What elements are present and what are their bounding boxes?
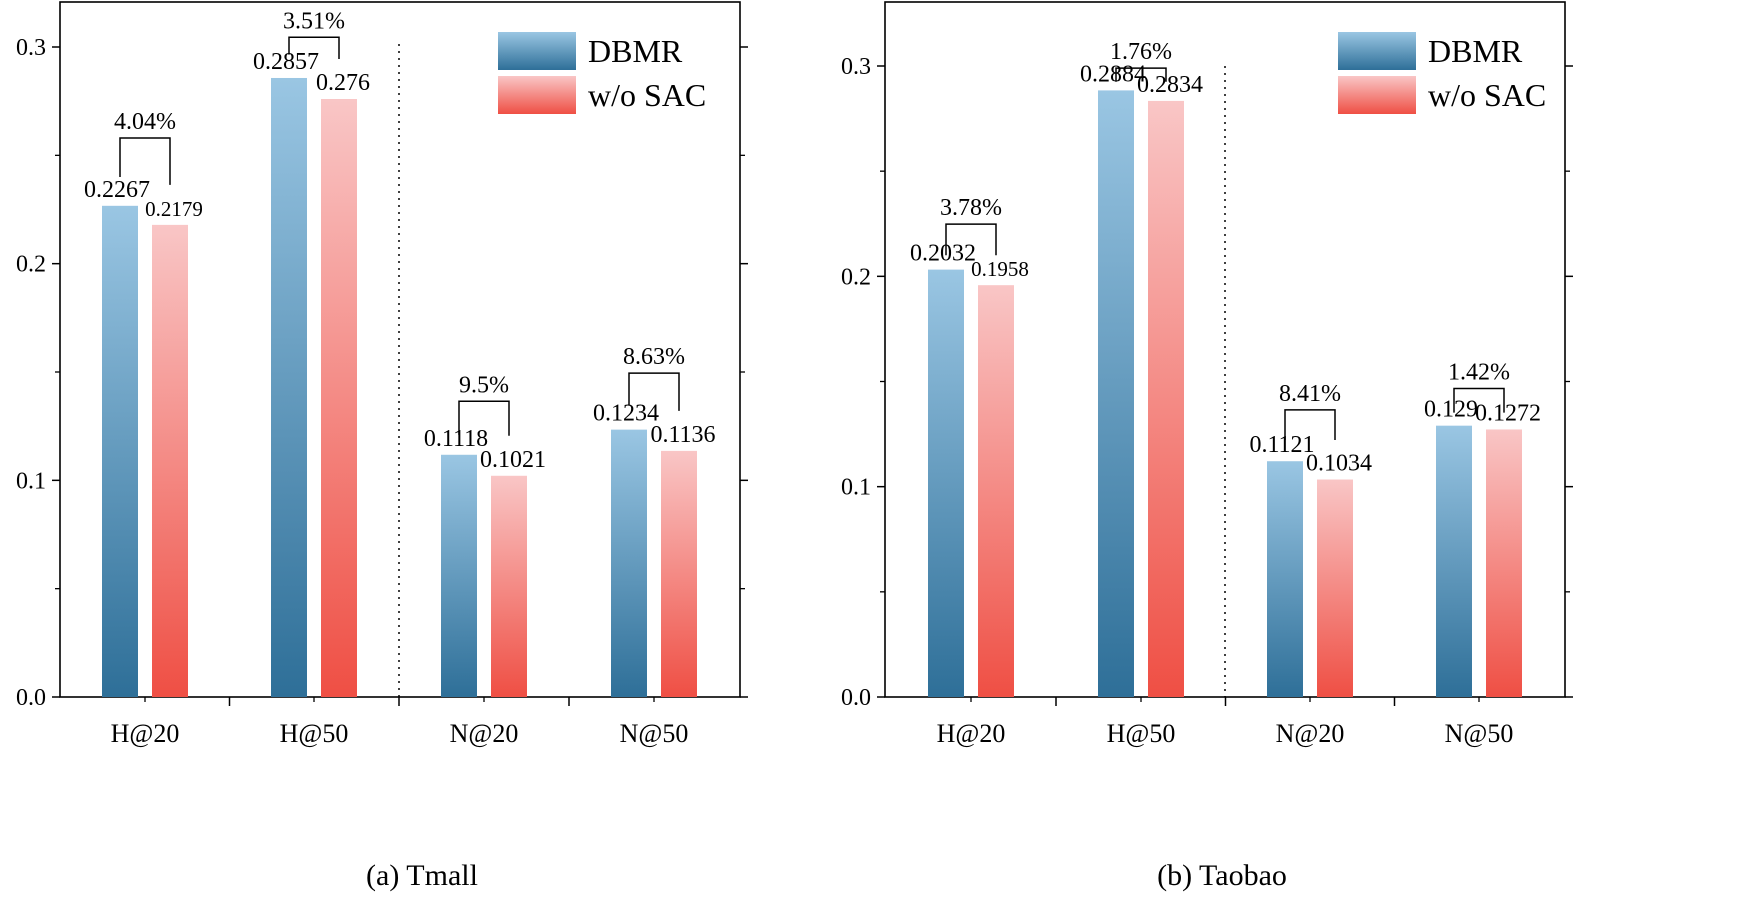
bar-dbmr [1098,90,1134,697]
x-tick-label: H@50 [1107,719,1176,748]
y-tick-label: 0.3 [841,54,871,80]
data-label-dbmr: 0.129 [1424,397,1478,423]
panel-tmall: 0.0 0.1 0.2 0.3 H@20 H@50 N@20 N@50 0.22670.2179… [16,1,748,892]
bar-wo-sac [978,285,1014,697]
x-tick-label: N@20 [1276,719,1345,748]
legend-swatch-dbmr [498,32,576,70]
legend-swatch-dbmr [1338,32,1416,70]
data-label-wo-sac: 0.1136 [650,422,715,448]
y-tick-label: 0.2 [841,264,871,290]
legend-label-wo-sac: w/o SAC [588,77,706,113]
bar-dbmr [271,77,307,697]
improvement-label: 1.42% [1448,359,1510,385]
improvement-label: 1.76% [1110,39,1172,65]
x-tick-label: N@20 [450,719,519,748]
bar-wo-sac [491,475,527,697]
x-tick-label: N@50 [620,719,689,748]
x-tick-label: N@50 [1445,719,1514,748]
x-tick-label: H@20 [111,719,180,748]
data-label-dbmr: 0.2857 [253,49,319,75]
legend-label-dbmr: DBMR [1428,33,1523,69]
legend-label-dbmr: DBMR [588,33,683,69]
improvement-bracket [628,372,680,411]
improvement-bracket [1284,409,1336,440]
bar-dbmr [1267,461,1303,697]
improvement-bracket [288,36,340,59]
plot-frame [59,1,741,698]
improvement-label: 3.51% [283,8,345,34]
y-tick-label: 0.0 [841,685,871,711]
data-label-wo-sac: 0.2834 [1137,72,1203,98]
legend: DBMR w/o SAC [498,32,706,114]
chart-title: (a) Tmall [366,859,478,892]
y-tick-label: 0.0 [16,685,46,711]
x-tick-label: H@50 [280,719,349,748]
improvement-label: 9.5% [459,372,509,398]
data-label-wo-sac: 0.1958 [971,257,1029,281]
legend-label-wo-sac: w/o SAC [1428,77,1546,113]
y-tick-label: 0.2 [16,252,46,278]
improvement-bracket [119,137,171,185]
data-label-wo-sac: 0.276 [316,70,370,96]
data-label-dbmr: 0.1234 [593,401,659,427]
bar-wo-sac [1148,100,1184,697]
data-label-dbmr: 0.2267 [84,177,150,203]
data-label-wo-sac: 0.1021 [480,447,546,473]
data-label-wo-sac: 0.1034 [1306,451,1372,477]
data-label-dbmr: 0.1121 [1249,432,1314,458]
improvement-bracket [458,400,510,436]
y-tick-label: 0.1 [16,468,46,494]
y-tick-label: 0.1 [841,475,871,501]
improvement-label: 8.63% [623,344,685,370]
bar-wo-sac [661,450,697,697]
x-tick-label: H@20 [937,719,1006,748]
legend: DBMR w/o SAC [1338,32,1546,114]
data-label-dbmr: 0.1118 [424,426,488,452]
improvement-bracket [1115,67,1167,82]
improvement-label: 8.41% [1279,381,1341,407]
improvement-bracket [945,223,997,256]
bar-wo-sac [1317,479,1353,697]
bar-dbmr [102,205,138,698]
data-label-wo-sac: 0.2179 [145,197,203,221]
improvement-label: 4.04% [114,109,176,135]
bar-wo-sac [321,99,357,697]
y-tick-label: 0.3 [16,35,46,61]
panel-taobao: 0.0 0.1 0.2 0.3 H@20 H@50 N@20 N@50 0.20320.1958… [841,1,1573,892]
bar-wo-sac [1486,429,1522,697]
legend-swatch-wo-sac [498,76,576,114]
bar-dbmr [611,429,647,697]
bar-wo-sac [152,224,188,697]
improvement-bracket [1453,387,1505,413]
bar-dbmr [441,454,477,697]
data-label-wo-sac: 0.1272 [1475,400,1541,426]
data-label-dbmr: 0.2032 [910,241,976,267]
legend-swatch-wo-sac [1338,76,1416,114]
improvement-label: 3.78% [940,195,1002,221]
bar-dbmr [928,269,964,697]
chart-title: (b) Taobao [1157,859,1287,892]
data-label-dbmr: 0.2884 [1080,61,1146,87]
bar-dbmr [1436,425,1472,697]
